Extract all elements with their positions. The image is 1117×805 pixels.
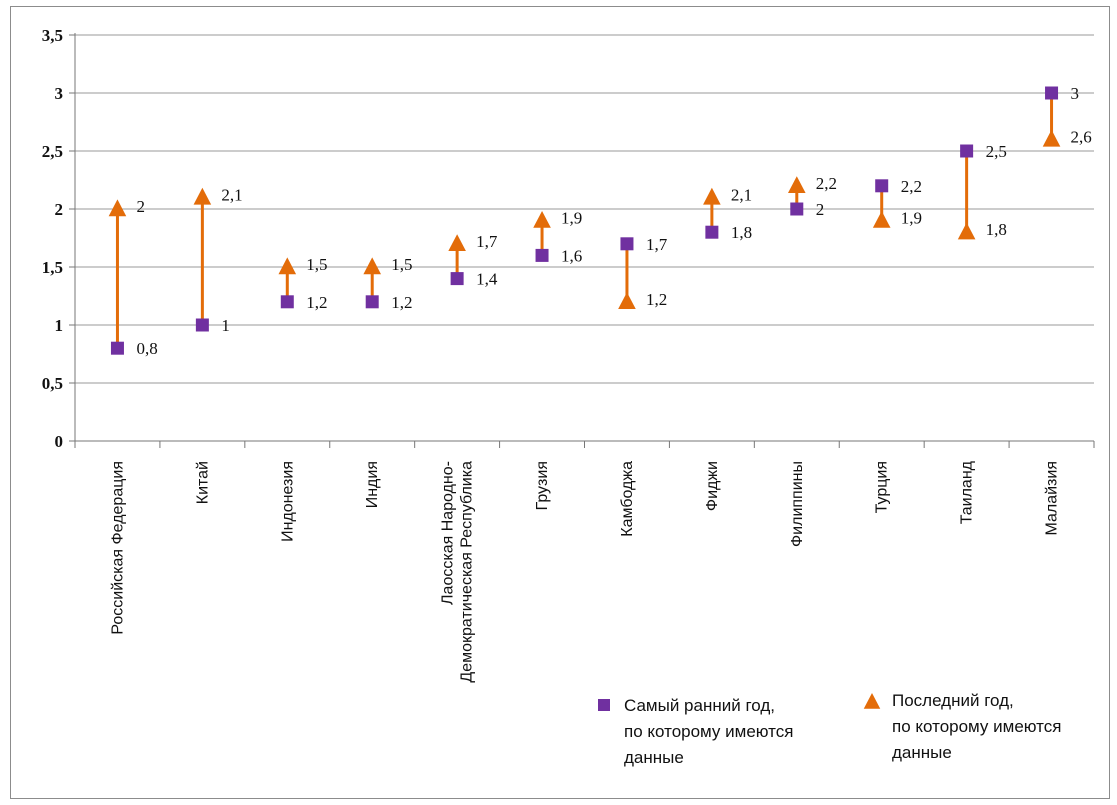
latest-year-marker [108,199,127,217]
category-label-line: Российская Федерация [109,461,126,635]
latest-year-marker [448,234,466,251]
category-label: Лаосская Народно- Демократическая Республ… [440,461,476,683]
latest-year-marker [618,292,636,309]
latest-year-value-label: 2,1 [221,185,242,204]
y-tick-label: 2 [55,200,64,219]
category-label-line: Индонезия [279,461,296,542]
category-label-line: Китай [194,461,211,504]
latest-year-value-label: 1,5 [306,255,327,274]
category-label-line: Демократическая Республика [459,461,476,683]
category-label: Индия [364,461,381,508]
latest-year-marker [872,211,891,228]
latest-year-marker [278,257,297,275]
latest-year-value-label: 1,7 [476,232,498,251]
earliest-year-marker [280,295,294,309]
category-label: Малайзия [1044,461,1061,536]
y-tick-label: 1 [55,316,64,335]
latest-year-value-label: 1,8 [986,220,1007,239]
latest-year-value-label: 1,5 [391,255,412,274]
earliest-year-marker [960,144,974,158]
earliest-year-marker [620,237,634,251]
chart-frame [10,6,1110,799]
y-tick-label: 2,5 [42,142,63,161]
earliest-year-value-label: 3 [1071,84,1080,103]
earliest-year-value-label: 1,2 [391,293,412,312]
category-label-line: Камбоджа [619,461,636,537]
latest-year-marker [703,187,721,205]
earliest-year-value-label: 1,4 [476,270,498,289]
category-label-line: Малайзия [1044,461,1061,536]
category-label-line: Грузия [534,461,551,510]
legend-label: Самый ранний год, [624,696,775,715]
category-label-line: Лаосская Народно- [440,461,457,605]
earliest-year-value-label: 1,8 [731,223,752,242]
latest-year-value-label: 1,9 [561,209,582,228]
category-label-line: Турция [874,461,891,513]
category-label: Российская Федерация [109,461,126,635]
latest-year-marker [1042,129,1061,147]
earliest-year-marker [365,295,379,309]
earliest-year-value-label: 2 [816,200,825,219]
y-tick-label: 0,5 [42,374,63,393]
category-label: Индонезия [279,461,296,542]
latest-year-marker [957,222,976,240]
earliest-year-value-label: 0,8 [136,339,157,358]
legend-label: Последний год, [892,691,1014,710]
category-label: Филиппины [789,461,806,547]
category-label: Таиланд [959,460,976,524]
latest-year-value-label: 2,1 [731,185,752,204]
category-label-line: Фиджи [704,461,721,511]
earliest-year-value-label: 2,2 [901,177,922,196]
earliest-year-marker [875,179,889,193]
y-tick-label: 3 [55,84,64,103]
earliest-year-marker [790,202,804,216]
legend-triangle-icon [863,693,881,709]
earliest-year-marker [705,225,719,239]
legend-label: данные [892,743,952,762]
earliest-year-marker [195,318,209,332]
latest-year-value-label: 2,2 [816,174,837,193]
earliest-year-value-label: 1,7 [646,235,668,254]
category-label-line: Индия [364,461,381,508]
earliest-year-marker [110,341,124,355]
earliest-year-value-label: 1,2 [306,293,327,312]
category-label: Камбоджа [619,461,636,537]
y-tick-label: 1,5 [42,258,63,277]
latest-year-value-label: 1,9 [901,209,922,228]
category-label: Китай [194,461,211,504]
category-label-line: Филиппины [789,461,806,547]
earliest-year-value-label: 2,5 [986,142,1007,161]
earliest-year-value-label: 1 [221,316,230,335]
y-tick-label: 3,5 [42,26,63,45]
category-label: Фиджи [704,461,721,511]
legend-label: по которому имеются [624,722,793,741]
earliest-year-marker [450,272,464,286]
legend-label: данные [624,748,684,767]
category-label: Грузия [534,461,551,510]
earliest-year-marker [1045,86,1059,100]
latest-year-value-label: 1,2 [646,290,667,309]
category-label-line: Таиланд [959,460,976,524]
latest-year-marker [787,176,806,193]
legend-label: по которому имеются [892,717,1061,736]
latest-year-marker [193,187,212,205]
y-tick-label: 0 [55,432,64,451]
latest-year-marker [363,257,382,275]
latest-year-value-label: 2,6 [1071,127,1092,146]
earliest-year-marker [535,248,549,262]
category-label: Турция [874,461,891,513]
latest-year-marker [533,211,551,228]
latest-year-value-label: 2 [136,197,145,216]
earliest-year-value-label: 1,6 [561,246,582,265]
legend-square-icon [598,699,610,711]
